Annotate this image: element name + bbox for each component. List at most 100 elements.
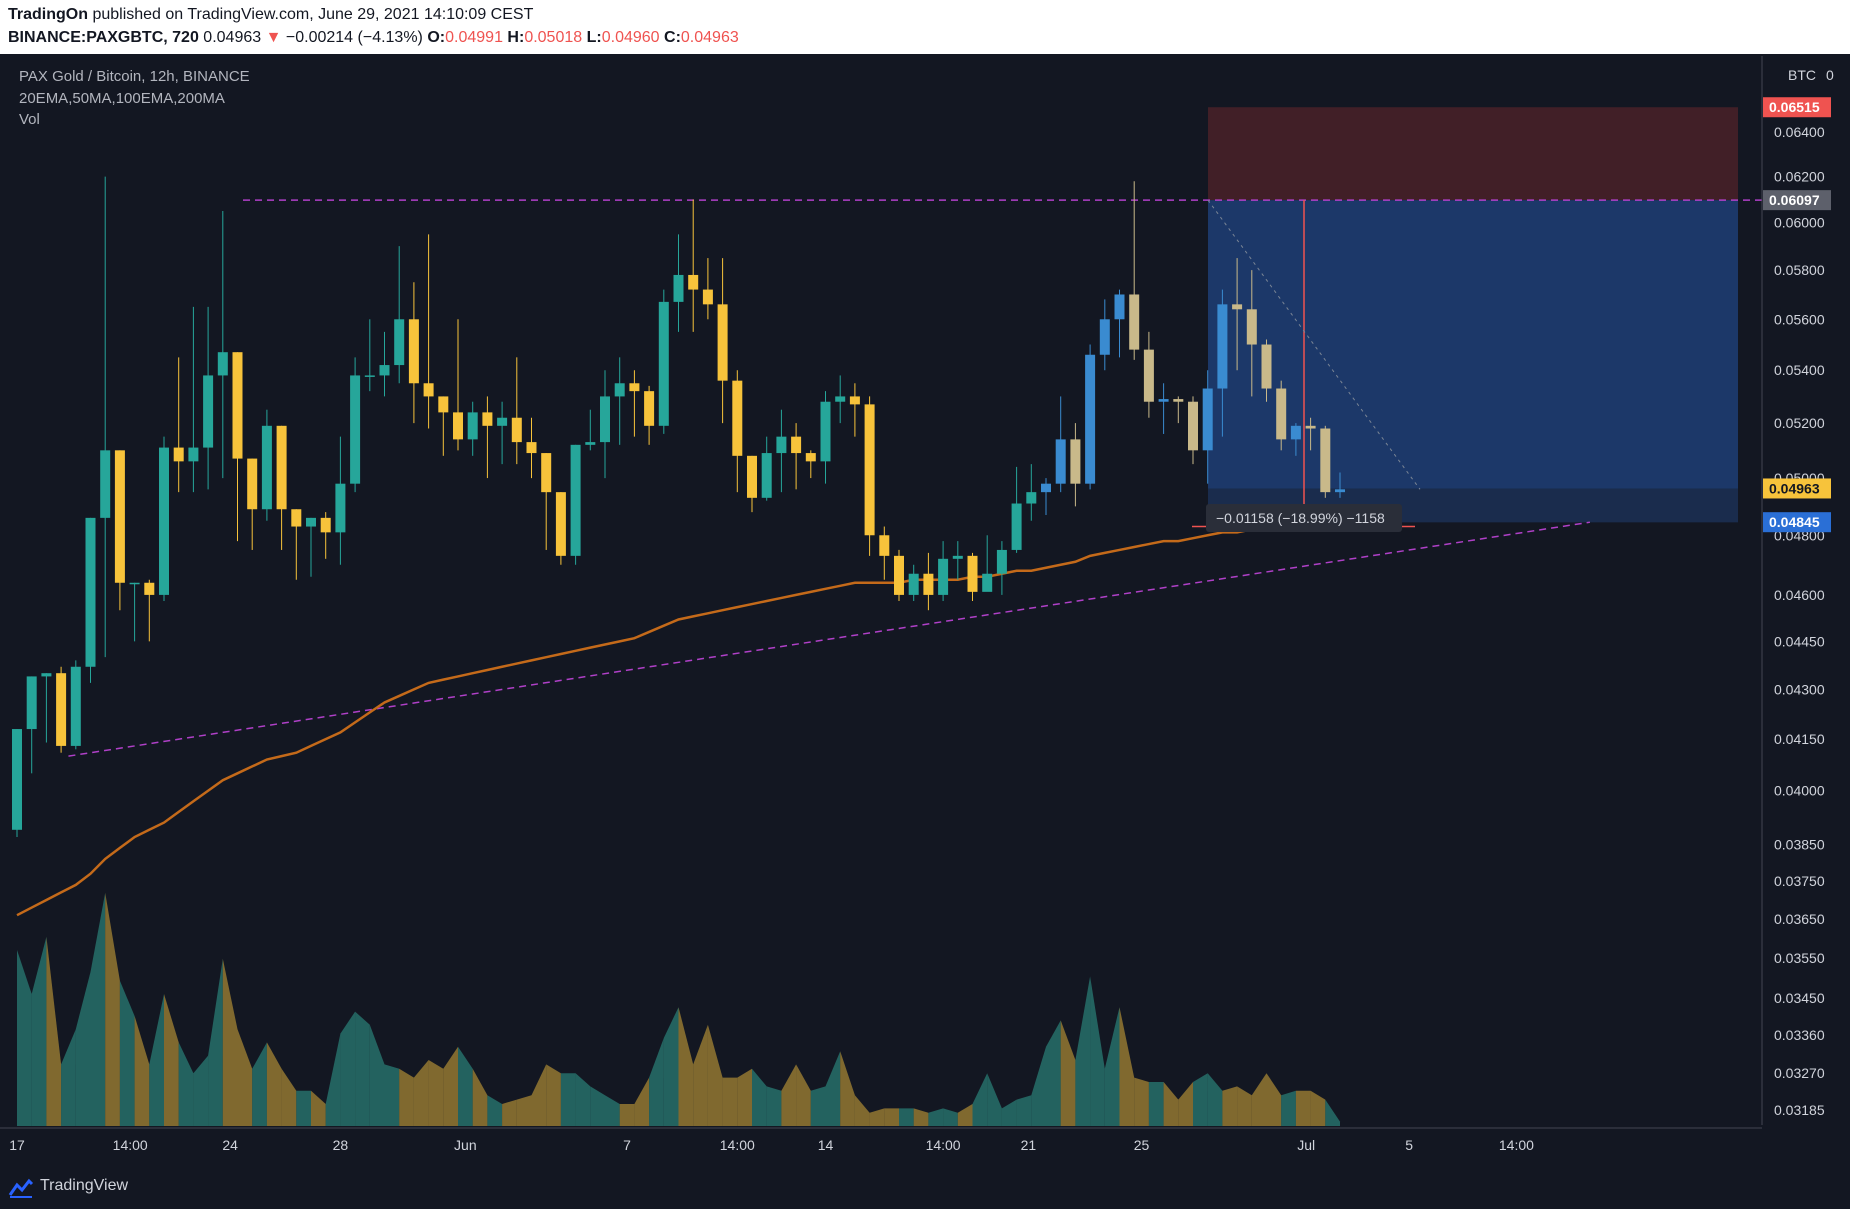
candle-body [1085,354,1096,484]
target-price-badge-background [1763,512,1831,533]
moving-average-line [16,522,1340,917]
candle-body [1305,425,1316,429]
price-tick-label: 0.03550 [1774,950,1825,966]
open-value: 0.04991 [445,29,503,46]
volume-segment [369,1024,385,1126]
volume-segment [443,1046,458,1126]
volume-segment [546,1064,561,1126]
time-tick-label: 24 [222,1137,238,1153]
chart-legend-volume: Vol [19,111,40,128]
volume-segment [134,1016,150,1126]
target-price-badge: 0.04845 [1769,514,1820,530]
volume-segment [1163,1082,1179,1126]
volume-segment [399,1068,414,1126]
candle-body [144,582,155,595]
candle-body [1246,309,1257,345]
candle-body [85,517,96,667]
footer-brand[interactable]: TradingView [40,1177,129,1194]
candle-body [379,365,390,376]
price-tick-label: 0.06200 [1774,169,1825,185]
candle-body [688,274,699,290]
stop-price-badge: 0.06515 [1769,99,1820,115]
candle-body [56,673,67,746]
volume-segment [1310,1090,1326,1126]
candle-body [217,352,228,376]
candle-body [232,352,243,459]
volume-segment [707,1024,723,1126]
price-tick-label: 0.04450 [1774,633,1825,649]
candle-body [1188,401,1198,451]
volume-segment [972,1073,988,1126]
volume-segment [884,1108,899,1126]
time-tick-label: 14:00 [113,1137,148,1153]
candle-body [203,375,214,448]
volume-segment [428,1060,444,1126]
candle-body [717,304,728,381]
volume-segment [766,1086,782,1126]
price-tick-label: 0.05600 [1774,311,1825,327]
price-tick-label: 0.03750 [1774,873,1825,889]
candle-body [952,555,963,559]
price-tick-label: 0.03650 [1774,911,1825,927]
candle-body [776,436,787,454]
candle-body [1099,319,1110,355]
time-tick-label: Jun [454,1137,477,1153]
candle-body [1276,388,1287,440]
price-tick-label: 0.03185 [1774,1102,1825,1118]
candle-body [129,582,140,585]
volume-segment [311,1090,326,1126]
candle-body [261,425,272,510]
volume-segment [458,1046,473,1126]
time-tick-label: 14 [818,1137,834,1153]
take-profit-zone [1208,200,1738,523]
measure-label-box [1206,504,1402,532]
volume-segment [634,1077,650,1126]
volume-segment [590,1086,605,1126]
candle-body [423,383,434,397]
price-chart[interactable]: −0.01158 (−18.99%) −1158 BTC 0 0.06400 0.06… [0,54,1850,1167]
volume-segment [928,1108,944,1126]
volume-segment [531,1064,547,1126]
volume-segment [854,1095,870,1126]
author-name[interactable]: TradingOn [8,6,88,23]
candle-body [438,396,449,413]
price-tick-label: 0.03450 [1774,990,1825,1006]
candle-body [614,383,625,397]
volume-segment [1237,1086,1252,1126]
time-tick-label: 14:00 [720,1137,755,1153]
measure-label: −0.01158 (−18.99%) −1158 [1216,510,1385,526]
candle-body [482,412,493,426]
volume-segment [1031,1046,1046,1126]
volume-segment [1104,1007,1120,1126]
candle-body [114,450,125,583]
volume-segment [869,1108,885,1126]
volume-segment [502,1099,517,1126]
axis-unit-suffix: 0 [1826,67,1834,83]
candle-body [732,380,743,456]
candle-body [1041,483,1051,493]
candle-body [188,447,199,462]
chart-legend-title: PAX Gold / Bitcoin, 12h, BINANCE [19,68,250,85]
last-price-badge: 0.04963 [1769,480,1820,496]
volume-segment [605,1095,620,1126]
candle-body [41,673,52,677]
publish-info: TradingOn published on TradingView.com, … [8,6,533,24]
time-tick-label: 5 [1405,1137,1413,1153]
volume-segment [649,1038,664,1126]
candle-body [1335,489,1345,493]
candle-body [1026,492,1037,504]
candle-body [982,573,993,592]
tradingview-logo-icon[interactable] [8,1177,34,1199]
high-value: 0.05018 [524,29,583,46]
chart-legend-indicators: 20EMA,50MA,100EMA,200MA [19,90,225,107]
candle-body [644,391,655,426]
volume-segment [61,1029,76,1126]
candle-body [585,442,596,445]
candle-body [291,509,302,527]
volume-segment [178,1042,194,1126]
volume-segment [619,1104,635,1126]
volume-segment [208,958,223,1126]
candle-body [1202,388,1213,451]
volume-segment [487,1095,503,1126]
volume-segment [222,958,238,1126]
